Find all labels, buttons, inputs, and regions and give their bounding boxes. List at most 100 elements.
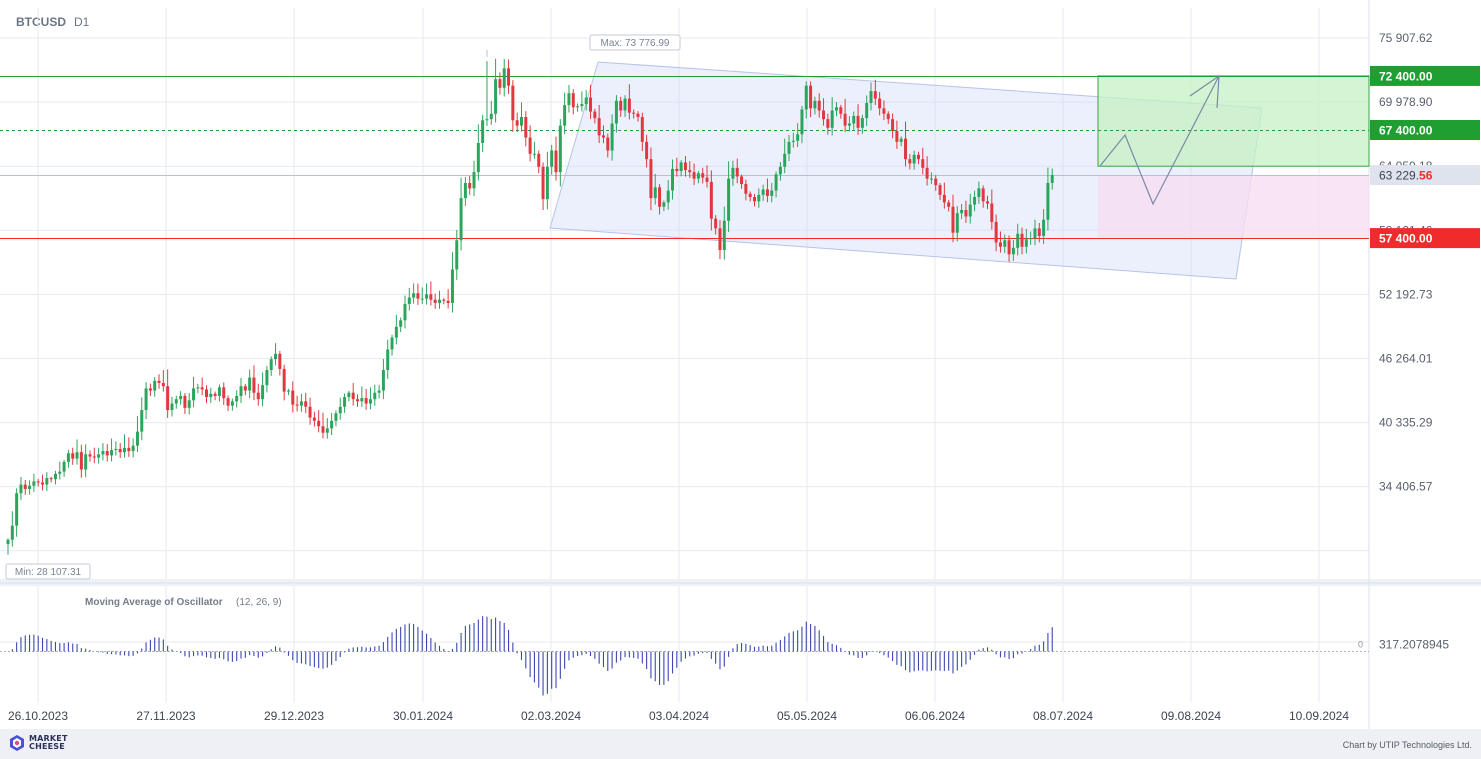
current-price-label: 63 229.56: [1379, 169, 1433, 183]
candle-body: [1046, 182, 1050, 220]
candle-body: [895, 131, 899, 142]
candle: [101, 443, 105, 461]
candle: [429, 281, 433, 306]
candle-body: [196, 387, 200, 389]
candle: [299, 393, 303, 412]
candle-body: [110, 450, 114, 456]
candle: [75, 439, 79, 465]
candle-body: [123, 447, 127, 453]
candle-body: [761, 189, 765, 195]
candle: [97, 447, 101, 464]
candle-body: [299, 401, 303, 406]
candle-body: [407, 297, 411, 305]
candle: [951, 194, 955, 243]
candle-body: [179, 395, 183, 400]
candle-body: [718, 228, 722, 250]
candle-body: [994, 221, 998, 243]
candle: [558, 119, 562, 187]
candle: [1024, 228, 1028, 254]
candle: [58, 461, 62, 480]
candle-body: [403, 304, 407, 321]
candle-body: [774, 174, 778, 191]
candle: [1042, 209, 1046, 244]
candle: [856, 104, 860, 135]
candle: [377, 384, 381, 399]
candle-body: [550, 150, 554, 167]
candle-body: [986, 201, 990, 204]
candle: [399, 317, 403, 332]
candle-body: [1024, 239, 1028, 247]
candle-body: [1037, 228, 1041, 236]
candle: [144, 382, 148, 420]
candle: [321, 412, 325, 439]
candle-body: [541, 166, 545, 200]
candle: [532, 141, 536, 159]
candle: [49, 476, 53, 483]
candle: [947, 199, 951, 212]
candle-body: [899, 138, 903, 142]
credit-text: Chart by UTIP Technologies Ltd.: [1342, 740, 1472, 750]
candle: [204, 385, 208, 404]
candle: [502, 59, 506, 97]
candle-body: [6, 539, 10, 545]
candle: [968, 193, 972, 224]
candle-body: [865, 102, 869, 119]
candle: [761, 184, 765, 201]
candle: [783, 138, 787, 174]
candle: [494, 58, 498, 123]
candle: [62, 459, 66, 477]
candle-body: [584, 97, 588, 105]
candle-body: [990, 203, 994, 222]
candle: [878, 91, 882, 116]
candle-body: [131, 445, 135, 452]
candle: [295, 395, 299, 412]
candle-body: [494, 79, 498, 114]
candle-body: [174, 399, 178, 404]
candle-body: [696, 173, 700, 179]
candle-body: [886, 113, 890, 120]
candle-body: [144, 388, 148, 411]
candle: [192, 376, 196, 408]
symbol-label: BTCUSD: [16, 15, 66, 29]
candle-body: [804, 85, 808, 110]
candle: [330, 412, 334, 436]
level-price-tag: [1370, 65, 1480, 86]
candle-body: [317, 420, 321, 427]
candle: [869, 82, 873, 111]
candle-body: [938, 185, 942, 195]
candle: [653, 173, 657, 205]
min-label-box: [5, 563, 91, 580]
candle: [765, 178, 769, 203]
candle: [455, 229, 459, 280]
candle-body: [770, 190, 774, 196]
candle: [882, 100, 886, 121]
candle: [407, 287, 411, 311]
y-tick-label: 69 978.90: [1379, 95, 1433, 109]
candle: [498, 72, 502, 95]
candle: [226, 395, 230, 412]
candle: [796, 123, 800, 148]
candle-body: [744, 184, 748, 194]
candle: [334, 410, 338, 427]
candle-body: [459, 198, 463, 241]
candle-body: [28, 485, 32, 489]
candle: [735, 158, 739, 184]
candle-body: [929, 178, 933, 180]
candle-body: [1011, 247, 1015, 255]
candle-body: [752, 197, 756, 202]
candle: [489, 100, 493, 125]
candle: [325, 418, 329, 439]
candle: [183, 393, 187, 414]
candle: [895, 120, 899, 149]
candle-body: [32, 481, 36, 486]
candle-body: [934, 178, 938, 186]
candle: [261, 372, 265, 407]
candle: [649, 147, 653, 211]
candle: [286, 388, 290, 396]
candle-body: [217, 387, 221, 396]
candle: [438, 290, 441, 309]
candle: [662, 200, 666, 212]
candle-body: [450, 269, 454, 303]
candle-body: [170, 403, 174, 411]
